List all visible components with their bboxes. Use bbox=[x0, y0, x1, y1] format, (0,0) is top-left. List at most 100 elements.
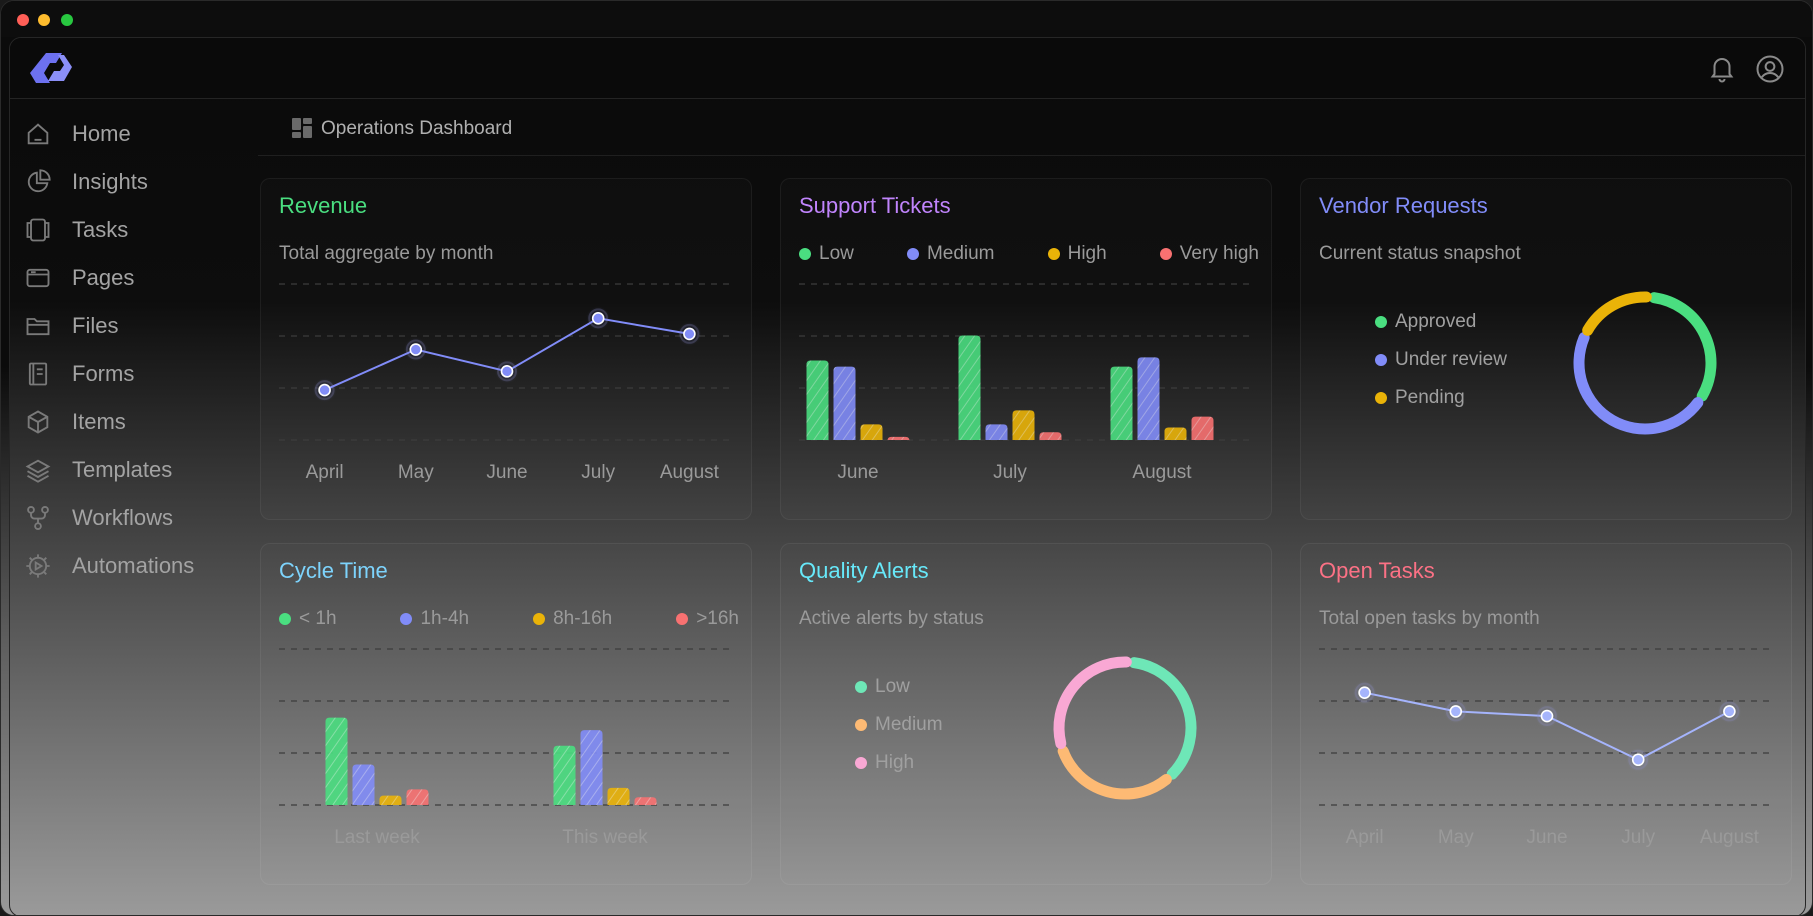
close-window-button[interactable] bbox=[17, 14, 29, 26]
legend-item: Approved bbox=[1375, 303, 1507, 341]
bar bbox=[860, 424, 883, 440]
legend-swatch bbox=[906, 248, 919, 260]
sidebar-item-home[interactable]: Home bbox=[24, 114, 244, 154]
bar bbox=[1137, 357, 1160, 440]
sidebar-item-templates[interactable]: Templates bbox=[24, 450, 244, 490]
x-tick-label: August bbox=[1700, 827, 1760, 848]
support-tickets-chart: June July August bbox=[799, 283, 1255, 483]
workflow-icon bbox=[27, 505, 49, 531]
legend-item: High bbox=[855, 744, 943, 782]
legend-item: Low bbox=[855, 668, 943, 706]
legend-label: >16h bbox=[696, 608, 739, 629]
donut-slice bbox=[1573, 331, 1704, 435]
data-point-ring bbox=[405, 339, 426, 360]
bar bbox=[607, 787, 630, 805]
sidebar-item-automations[interactable]: Automations bbox=[24, 546, 244, 586]
donut-slice bbox=[1648, 292, 1717, 402]
card-title: Support Tickets bbox=[799, 193, 951, 218]
legend-item: Very high bbox=[1159, 243, 1259, 265]
data-point-ring bbox=[1628, 749, 1649, 770]
support-tickets-card: June July August Support Tickets Low Mediu… bbox=[780, 178, 1272, 520]
sidebar-item-label: Forms bbox=[72, 361, 135, 386]
legend-item: < 1h bbox=[279, 608, 337, 630]
x-tick-label: July bbox=[993, 462, 1027, 483]
sidebar-item-workflows[interactable]: Workflows bbox=[24, 498, 244, 538]
folder-icon bbox=[26, 318, 50, 336]
sidebar-item-items[interactable]: Items bbox=[24, 402, 244, 442]
legend-swatch bbox=[799, 248, 811, 260]
sidebar-item-forms[interactable]: Forms bbox=[24, 354, 244, 394]
chart-legend: Approved Under review Pending bbox=[1375, 303, 1507, 417]
sidebar-item-label: Files bbox=[72, 313, 119, 338]
bar bbox=[806, 360, 829, 440]
donut-slice bbox=[1128, 657, 1197, 780]
data-point bbox=[1449, 705, 1463, 718]
data-point bbox=[409, 343, 423, 356]
x-tick-label: July bbox=[1621, 827, 1655, 848]
open-tasks-card: April May June July August Open Tasks Total … bbox=[1300, 543, 1792, 885]
data-point bbox=[683, 327, 696, 341]
data-point-ring bbox=[1445, 701, 1466, 722]
data-point-ring bbox=[588, 308, 609, 329]
revenue-card: April May June July August Revenue Total agg… bbox=[260, 178, 752, 520]
x-tick-label: May bbox=[398, 462, 434, 483]
pie-chart-icon bbox=[27, 169, 51, 193]
gear-icon bbox=[26, 554, 50, 578]
legend-label: Medium bbox=[875, 714, 943, 735]
top-bar bbox=[10, 38, 1805, 99]
vendor-requests-chart bbox=[1573, 291, 1717, 435]
data-point bbox=[318, 383, 331, 397]
bell-icon[interactable] bbox=[1707, 54, 1737, 89]
legend-item: Under review bbox=[1375, 341, 1507, 379]
legend-swatch bbox=[1375, 392, 1387, 404]
legend-label: Low bbox=[819, 243, 854, 264]
donut-slice bbox=[1582, 291, 1652, 336]
sidebar-item-label: Home bbox=[72, 121, 131, 146]
maximize-window-button[interactable] bbox=[61, 14, 73, 26]
x-tick-label: This week bbox=[562, 827, 648, 848]
tasks-icon bbox=[26, 218, 50, 242]
user-icon[interactable] bbox=[1755, 54, 1785, 89]
sidebar-item-label: Items bbox=[72, 409, 126, 434]
minimize-window-button[interactable] bbox=[38, 14, 50, 26]
bar bbox=[406, 789, 429, 805]
sidebar-item-pages[interactable]: Pages bbox=[24, 258, 244, 298]
x-tick-label: April bbox=[1346, 827, 1384, 848]
legend-swatch bbox=[1159, 248, 1172, 260]
legend-swatch bbox=[855, 757, 867, 769]
bar bbox=[1110, 366, 1133, 440]
x-tick-label: August bbox=[660, 462, 720, 483]
legend-swatch bbox=[1375, 316, 1387, 328]
legend-swatch bbox=[1047, 248, 1060, 260]
app-shell: Home Insights Tasks Pages Files Forms bbox=[9, 37, 1806, 915]
legend-swatch bbox=[855, 681, 867, 693]
data-point-ring bbox=[314, 380, 335, 401]
data-point-ring bbox=[497, 361, 517, 382]
legend-item: Pending bbox=[1375, 379, 1507, 417]
card-title: Cycle Time bbox=[279, 558, 388, 583]
quality-alerts-card: Quality Alerts Active alerts by status L… bbox=[780, 543, 1272, 885]
bar bbox=[833, 366, 856, 440]
revenue-chart: April May June July August bbox=[279, 283, 735, 483]
bar bbox=[887, 436, 910, 441]
card-subtitle: Active alerts by status bbox=[799, 608, 984, 629]
x-tick-label: June bbox=[1526, 827, 1567, 848]
logo-icon[interactable] bbox=[26, 49, 78, 94]
legend-swatch bbox=[533, 613, 546, 625]
page-title: Operations Dashboard bbox=[321, 118, 513, 139]
sidebar-item-files[interactable]: Files bbox=[24, 306, 244, 346]
data-point bbox=[1723, 705, 1736, 718]
sidebar-item-tasks[interactable]: Tasks bbox=[24, 210, 244, 250]
bar bbox=[1164, 427, 1187, 440]
legend-swatch bbox=[855, 719, 867, 731]
sidebar-item-insights[interactable]: Insights bbox=[24, 162, 244, 202]
legend-label: Medium bbox=[926, 243, 995, 264]
bar bbox=[580, 730, 603, 805]
x-tick-label: August bbox=[1132, 462, 1192, 483]
bar bbox=[958, 335, 981, 440]
card-title: Vendor Requests bbox=[1319, 193, 1488, 218]
data-point-ring bbox=[1354, 682, 1375, 703]
legend-item: High bbox=[1047, 243, 1107, 265]
bar bbox=[379, 795, 402, 805]
sidebar-item-label: Tasks bbox=[72, 217, 129, 242]
